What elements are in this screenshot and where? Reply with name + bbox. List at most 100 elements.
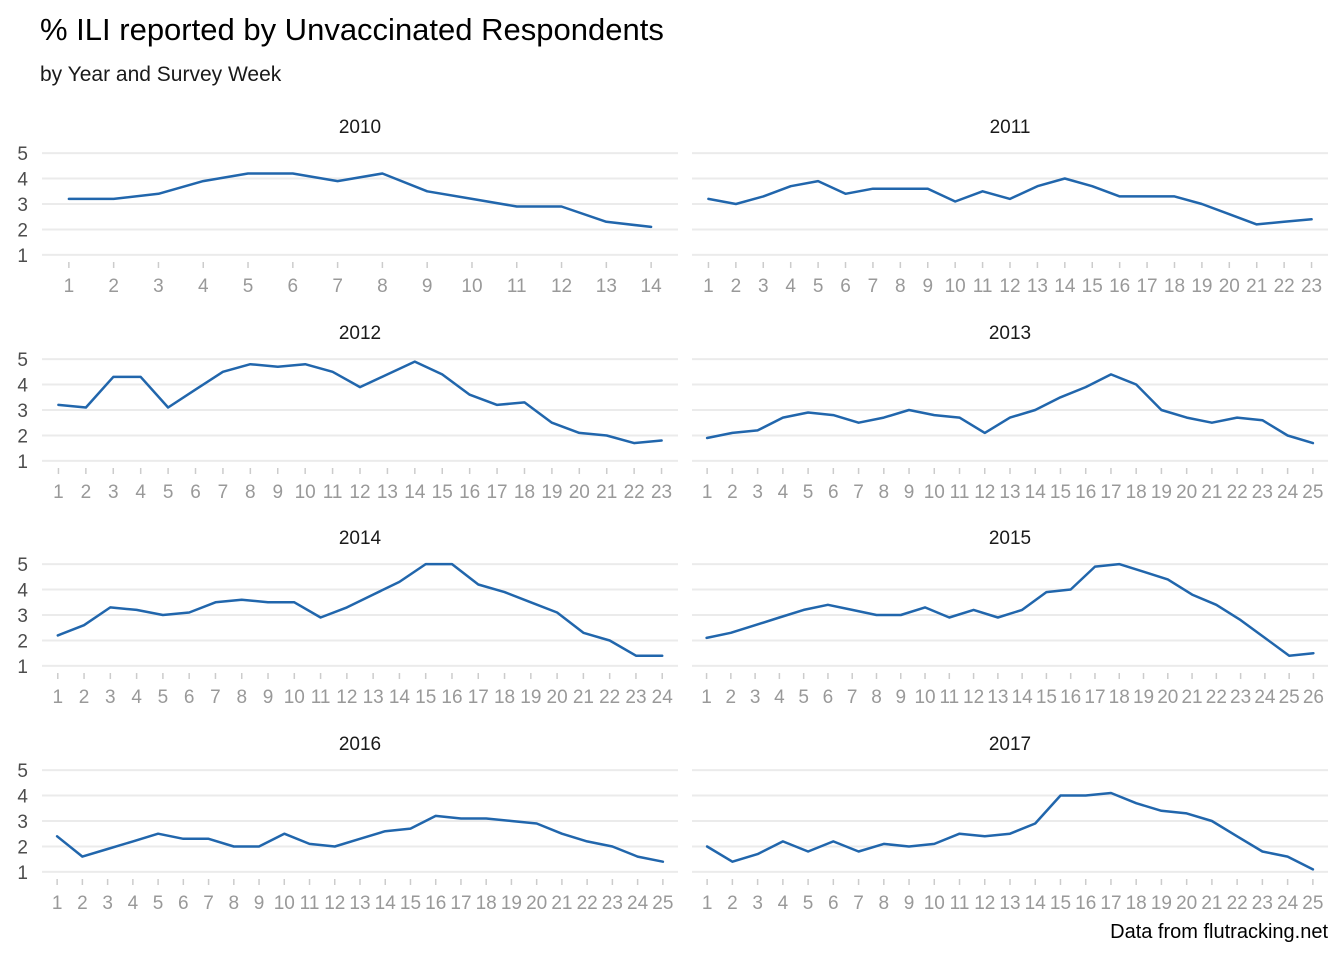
x-tick-label: 3 [153,276,164,297]
x-tick-label: 18 [476,893,497,914]
x-tick-label: 9 [904,482,915,503]
x-tick-label: 20 [1176,482,1197,503]
x-tick-label: 14 [1025,482,1047,503]
x-tick-label: 4 [785,276,796,297]
x-tick-label: 25 [1279,687,1300,708]
x-tick-label: 14 [1025,893,1047,914]
chart-subtitle: by Year and Survey Week [40,63,282,86]
x-tick-label: 6 [823,687,834,708]
x-tick-label: 6 [288,276,299,297]
x-tick-label: 8 [377,276,388,297]
x-tick-label: 18 [514,482,535,503]
y-tick-label: 2 [17,631,28,652]
x-tick-label: 11 [950,893,970,914]
x-tick-label: 13 [349,893,370,914]
panel-strip-label: 2016 [339,734,381,755]
x-tick-label: 4 [778,482,789,503]
x-tick-label: 25 [1302,482,1323,503]
x-tick-label: 21 [1246,276,1267,297]
y-tick-label: 2 [17,220,28,241]
x-tick-label: 8 [879,482,890,503]
x-tick-label: 20 [547,687,568,708]
x-tick-label: 16 [1109,276,1130,297]
x-tick-label: 18 [1109,687,1130,708]
x-tick-label: 7 [210,687,221,708]
x-tick-label: 17 [1084,687,1105,708]
panel-strip-label: 2015 [989,528,1031,549]
panel-strip-label: 2017 [989,734,1031,755]
x-tick-label: 10 [461,276,482,297]
x-tick-label: 13 [999,893,1020,914]
x-tick-label: 15 [1050,893,1071,914]
y-tick-label: 1 [17,657,28,678]
y-tick-label: 5 [17,144,28,165]
x-tick-label: 22 [1206,687,1227,708]
x-tick-label: 16 [441,687,462,708]
x-tick-label: 17 [1100,893,1121,914]
x-tick-label: 1 [53,482,64,503]
x-tick-label: 22 [577,893,598,914]
x-tick-label: 10 [284,687,305,708]
x-tick-label: 17 [486,482,507,503]
x-tick-label: 1 [702,482,713,503]
y-tick-label: 4 [17,170,28,191]
x-tick-label: 7 [218,482,229,503]
x-tick-label: 6 [184,687,195,708]
x-tick-label: 17 [450,893,471,914]
x-tick-label: 14 [404,482,426,503]
x-tick-label: 9 [922,276,933,297]
x-tick-label: 8 [879,893,890,914]
x-tick-label: 7 [868,276,879,297]
x-tick-label: 11 [300,893,320,914]
x-tick-label: 12 [974,893,995,914]
series-line-2011 [707,177,1313,226]
x-tick-label: 18 [1126,482,1147,503]
x-tick-label: 12 [551,276,572,297]
x-tick-label: 3 [105,687,116,708]
x-tick-label: 20 [1176,893,1197,914]
x-tick-label: 6 [190,482,201,503]
x-tick-label: 22 [1274,276,1295,297]
x-tick-label: 14 [389,687,411,708]
x-tick-label: 10 [924,482,945,503]
x-tick-label: 2 [726,687,737,708]
x-tick-label: 1 [701,687,712,708]
panel-strip-label: 2012 [339,323,381,344]
panel-strip-label: 2014 [339,528,382,549]
x-tick-label: 18 [1164,276,1185,297]
x-tick-label: 16 [1060,687,1081,708]
x-tick-label: 5 [803,482,814,503]
series-line-2013 [705,373,1315,445]
x-tick-label: 17 [1100,482,1121,503]
x-tick-label: 12 [963,687,984,708]
x-tick-label: 23 [1252,893,1273,914]
x-tick-label: 9 [272,482,283,503]
x-tick-label: 4 [135,482,146,503]
x-tick-label: 7 [853,893,864,914]
x-tick-label: 13 [363,687,384,708]
x-tick-label: 5 [813,276,824,297]
chart-title: % ILI reported by Unvaccinated Responden… [40,12,664,47]
x-tick-label: 8 [871,687,882,708]
x-tick-label: 2 [727,482,738,503]
x-tick-label: 1 [703,276,714,297]
x-tick-label: 6 [828,893,839,914]
x-tick-label: 12 [974,482,995,503]
x-tick-label: 22 [624,482,645,503]
x-tick-label: 10 [295,482,316,503]
x-tick-label: 15 [1036,687,1057,708]
x-tick-label: 24 [1277,893,1299,914]
x-tick-label: 18 [494,687,515,708]
x-tick-label: 15 [415,687,436,708]
x-tick-label: 19 [520,687,541,708]
x-tick-label: 24 [627,893,649,914]
x-tick-label: 16 [1075,893,1096,914]
x-tick-label: 3 [752,893,763,914]
x-tick-label: 9 [904,893,915,914]
x-tick-label: 13 [1027,276,1048,297]
x-tick-label: 23 [1230,687,1251,708]
